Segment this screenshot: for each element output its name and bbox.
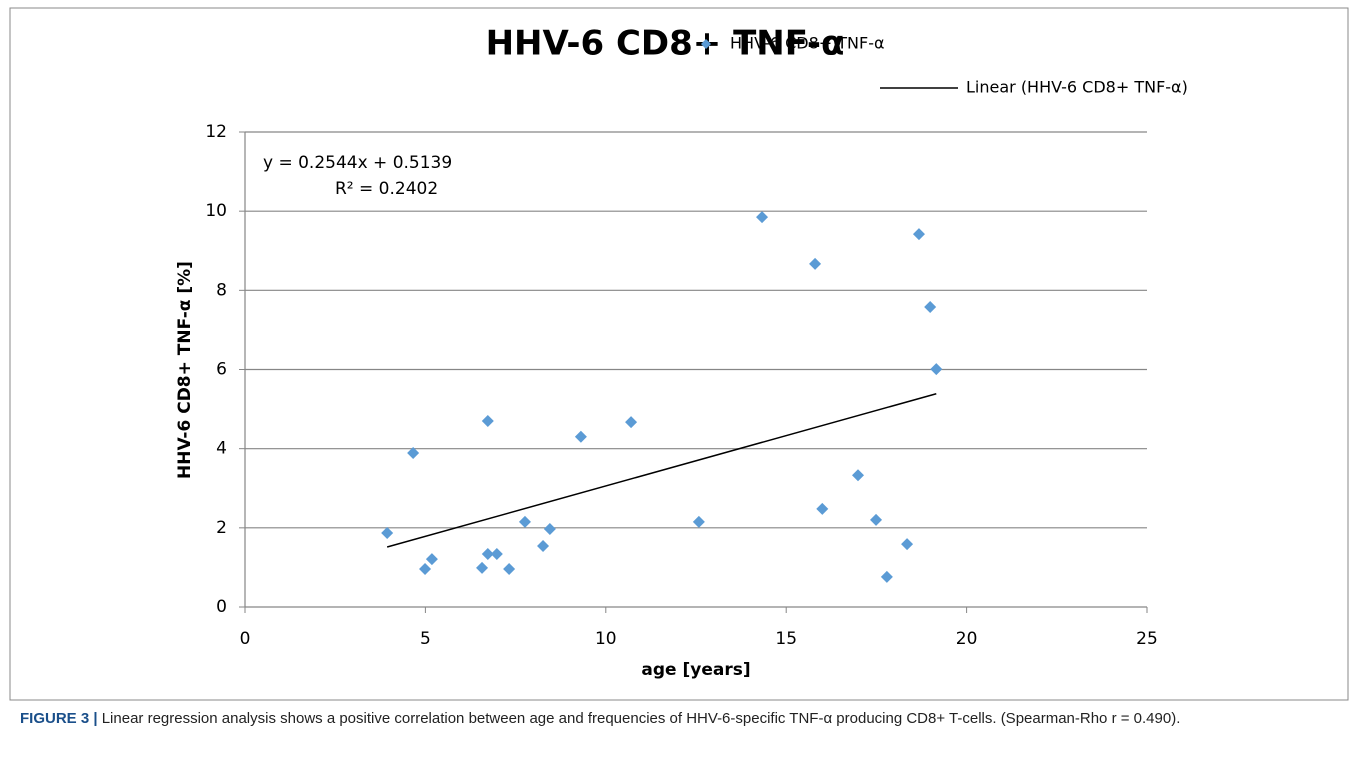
point (574, 430, 587, 443)
point (381, 526, 394, 539)
caption: FIGURE 3 | Linear regression analysis sh… (20, 708, 1340, 729)
point (537, 540, 550, 553)
x-tick-label: 15 (775, 629, 797, 649)
y-tick-label: 0 (216, 597, 227, 617)
point (880, 570, 893, 583)
point (419, 563, 432, 575)
point (851, 469, 864, 482)
y-tick-label: 8 (216, 280, 227, 300)
point (407, 447, 420, 460)
x-tick-label: 5 (420, 629, 431, 649)
point (912, 228, 925, 241)
point (870, 513, 883, 526)
caption-label: FIGURE 3 | (20, 710, 98, 727)
point (476, 561, 489, 574)
point (503, 563, 516, 575)
y-tick-label: 6 (216, 360, 227, 380)
x-axis-label: age [years] (641, 660, 750, 680)
legend-label: HHV-6 CD8+ TNF-α (730, 34, 885, 53)
point (756, 211, 769, 224)
point (816, 502, 829, 515)
frame (9, 7, 1349, 701)
point (518, 515, 531, 528)
y-axis-label: HHV-6 CD8+ TNF-α [%] (175, 261, 195, 479)
x-tick-label: 20 (956, 629, 978, 649)
x-tick-label: 25 (1136, 629, 1158, 649)
chart: HHV-6 CD8+ TNF-α age [years] HHV-6 CD8+ … (9, 7, 1349, 701)
y-tick-label: 4 (216, 439, 227, 459)
point (901, 538, 914, 551)
point (490, 547, 503, 560)
point (930, 363, 943, 376)
point (625, 416, 638, 429)
y-tick-label: 2 (216, 518, 227, 538)
x-tick-label: 0 (240, 629, 251, 649)
legend-marker (701, 39, 711, 49)
point (543, 523, 556, 536)
point (425, 553, 438, 566)
trendline (386, 392, 937, 548)
point (692, 515, 705, 528)
y-tick-label: 10 (205, 201, 227, 221)
caption-text: Linear regression analysis shows a posit… (97, 710, 1181, 727)
x-tick-label: 10 (595, 629, 617, 649)
point (924, 300, 937, 313)
point (809, 257, 822, 270)
y-tick-label: 12 (205, 122, 227, 142)
legend-label: Linear (HHV-6 CD8+ TNF-α) (966, 78, 1188, 97)
chart-title: HHV-6 CD8+ TNF-α (486, 24, 845, 64)
point (481, 547, 494, 560)
point (481, 414, 494, 427)
r-squared: R² = 0.2402 (335, 179, 438, 199)
trend-equation: y = 0.2544x + 0.5139 (263, 153, 452, 173)
